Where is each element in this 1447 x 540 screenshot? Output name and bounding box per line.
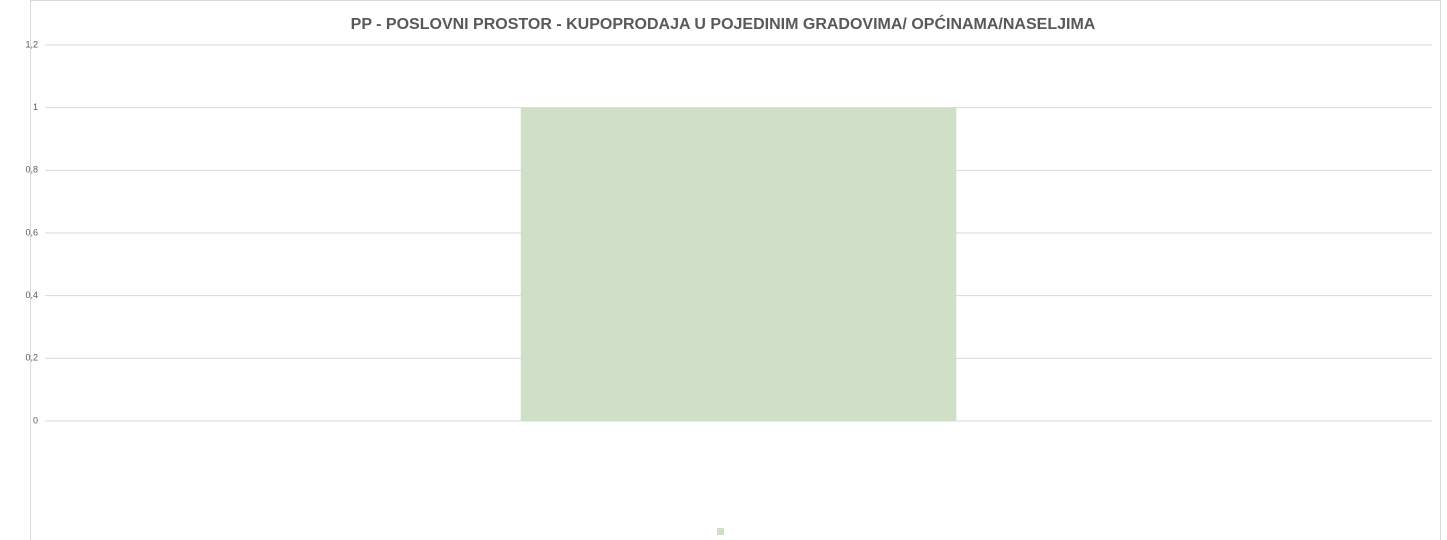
bar (520, 107, 957, 422)
chart-frame (30, 0, 1441, 540)
legend-swatch (717, 528, 724, 535)
y-tick-label: 1,2 (25, 39, 38, 49)
y-tick-label: 0 (33, 415, 38, 425)
y-tick-label: 0,8 (25, 165, 38, 175)
y-tick-label: 0,2 (25, 353, 38, 363)
y-tick-label: 0,4 (25, 290, 38, 300)
y-tick-label: 0,6 (25, 227, 38, 237)
y-tick-label: 1 (33, 102, 38, 112)
chart-title: PP - POSLOVNI PROSTOR - KUPOPRODAJA U PO… (351, 14, 1096, 33)
